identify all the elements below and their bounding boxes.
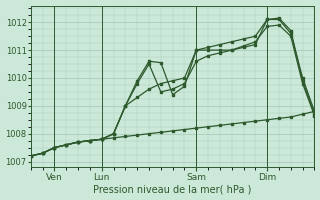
X-axis label: Pression niveau de la mer( hPa ): Pression niveau de la mer( hPa ): [93, 184, 252, 194]
